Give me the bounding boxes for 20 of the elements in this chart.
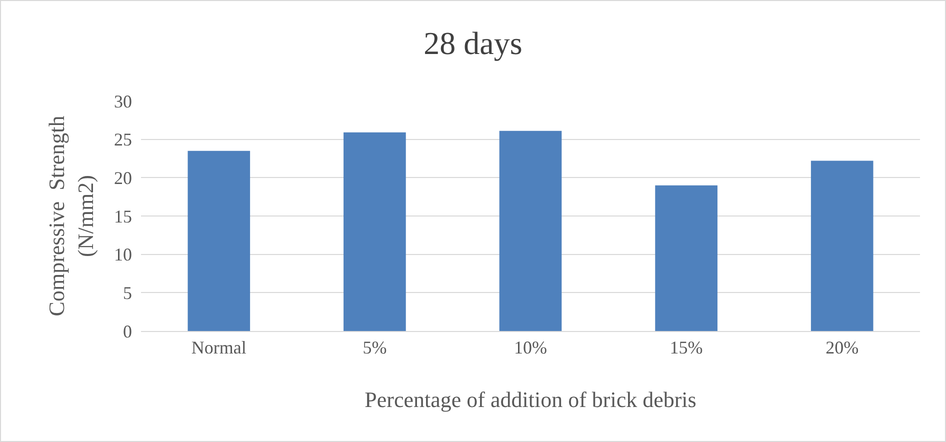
x-tick-label: 10% — [514, 338, 547, 358]
y-tick-label: 5 — [123, 282, 132, 303]
bar — [810, 160, 874, 331]
bar — [188, 150, 250, 331]
x-axis-title: Percentage of addition of brick debris — [364, 387, 696, 412]
x-tick-label: 20% — [826, 338, 859, 358]
x-tick-label: 5% — [362, 338, 387, 358]
bar — [655, 185, 718, 331]
x-tick-label: Normal — [191, 338, 246, 358]
y-tick-label: 0 — [123, 321, 132, 342]
y-tick-label: 30 — [114, 91, 132, 112]
y-tick-label: 25 — [114, 130, 132, 150]
bar — [344, 132, 406, 331]
y-tick-label: 20 — [114, 168, 132, 188]
bar — [499, 130, 562, 331]
y-axis-title: Compressive Strength (N/mm2) — [44, 116, 98, 316]
x-tick-label: 15% — [670, 338, 703, 358]
y-tick-label: 15 — [114, 206, 132, 226]
y-tick-label: 10 — [114, 244, 132, 265]
chart-title: 28 days — [424, 25, 522, 62]
